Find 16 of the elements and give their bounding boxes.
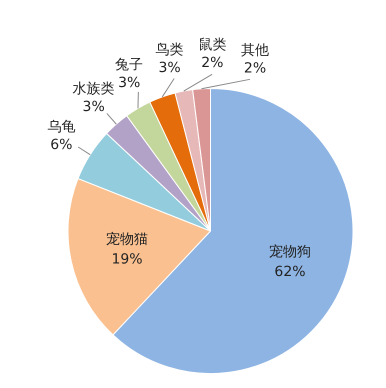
slice-label: 宠物狗 <box>268 244 311 260</box>
data-label: 62% <box>274 264 306 280</box>
slice-label: 兔子 <box>115 56 144 73</box>
data-label: 2% <box>201 54 224 71</box>
slice-label: 宠物猫 <box>106 231 148 248</box>
data-label: 19% <box>111 251 143 268</box>
slice-label: 鸟类 <box>156 42 184 58</box>
slice-label: 鼠类 <box>198 36 226 53</box>
data-label: 6% <box>50 136 72 153</box>
slice-label: 水族类 <box>72 81 115 98</box>
data-label: 3% <box>82 99 105 116</box>
data-label: 2% <box>244 60 266 77</box>
data-label: 3% <box>158 60 181 76</box>
slice-label: 乌龟 <box>47 118 76 135</box>
slice-label: 其他 <box>241 42 270 59</box>
data-label: 3% <box>118 74 140 91</box>
